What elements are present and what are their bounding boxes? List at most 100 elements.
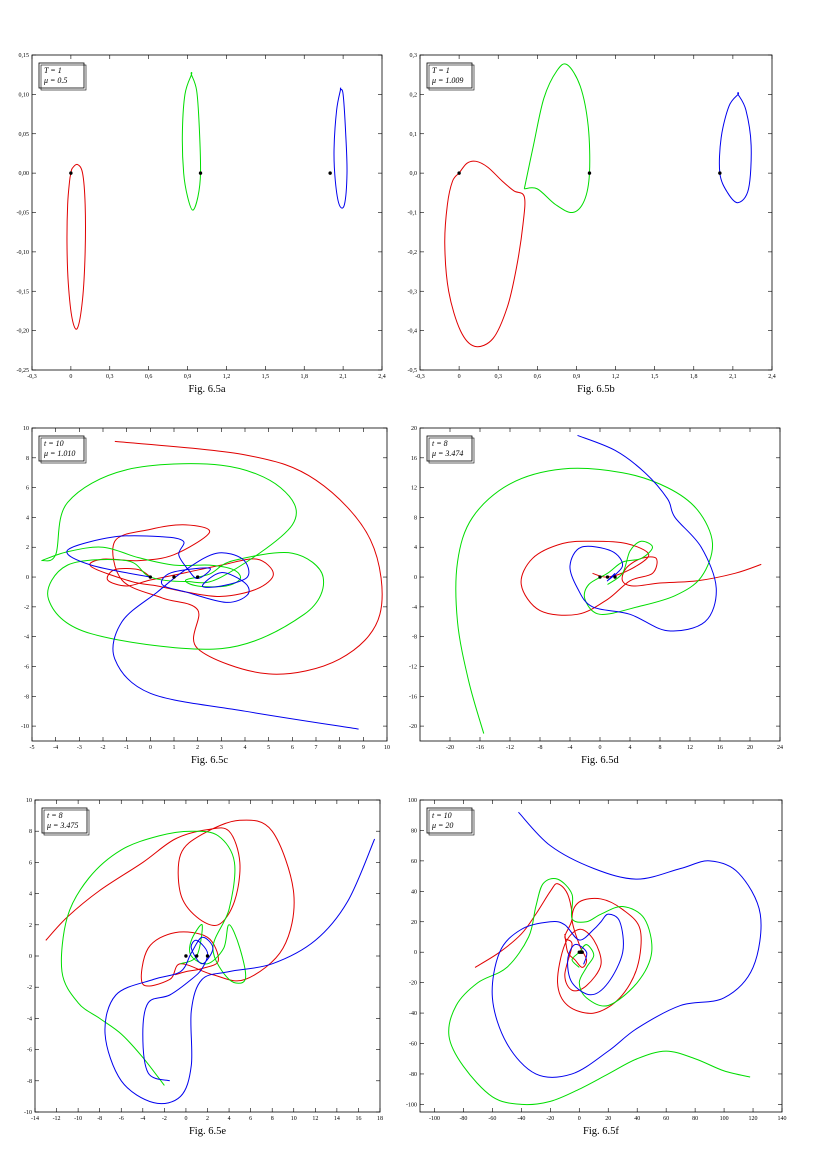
x-tick-label: -8 bbox=[538, 745, 543, 751]
y-tick-label: 0 bbox=[414, 950, 417, 956]
y-tick-label: -10 bbox=[24, 1110, 32, 1116]
trajectory-series-2 bbox=[60, 830, 247, 1086]
x-tick-label: -0,3 bbox=[27, 374, 37, 380]
body-point bbox=[69, 171, 73, 175]
plot-frame bbox=[31, 427, 388, 742]
x-tick-label: 12 bbox=[312, 1116, 318, 1122]
y-tick-label: -0,25 bbox=[17, 368, 30, 374]
chart-panel-6-5e: -14 -12 -10 -8 -6 -4 -2 0 2 4 6 8 10 12 14 16 18 -10 -8 -6 -… bbox=[3, 790, 398, 1147]
figure-caption: Fig. 6.5b bbox=[577, 384, 615, 395]
x-tick-label: -0,3 bbox=[415, 374, 425, 380]
x-tick-label: 14 bbox=[334, 1116, 340, 1122]
trajectory-series-3 bbox=[718, 92, 752, 204]
x-tick-label: 5 bbox=[267, 745, 270, 751]
x-tick-label: 10 bbox=[291, 1116, 297, 1122]
body-point bbox=[718, 171, 722, 175]
body-point bbox=[598, 575, 602, 579]
y-tick-label: 16 bbox=[411, 456, 417, 462]
body-point bbox=[184, 954, 188, 958]
y-tick-label: 0,05 bbox=[19, 132, 30, 138]
legend-label: T = 1 bbox=[44, 66, 62, 75]
y-tick-label: -4 bbox=[27, 1016, 32, 1022]
legend-label: μ = 3.474 bbox=[431, 449, 463, 458]
y-tick-label: -6 bbox=[27, 1048, 32, 1054]
x-tick-label: -80 bbox=[459, 1116, 467, 1122]
body-point bbox=[172, 575, 176, 579]
x-tick-label: 40 bbox=[634, 1116, 640, 1122]
body-point bbox=[198, 171, 203, 175]
y-tick-label: 2 bbox=[26, 545, 29, 551]
x-tick-label: -16 bbox=[476, 745, 484, 751]
plot-svg: -0,3 0 0,3 0,6 0,9 1,2 1,5 1,8 2,1 2,4 -0,5 -0,4 -0,… bbox=[408, 53, 776, 395]
y-tick-label: 100 bbox=[408, 798, 417, 804]
figure-caption: Fig. 6.5e bbox=[189, 1126, 226, 1137]
body-point bbox=[195, 954, 199, 958]
x-tick-label: -12 bbox=[506, 745, 514, 751]
x-tick-label: 12 bbox=[687, 745, 693, 751]
x-tick-label: 6 bbox=[291, 745, 294, 751]
y-tick-label: 2 bbox=[29, 923, 32, 929]
y-tick-label: -6 bbox=[24, 664, 29, 670]
y-tick-label: 40 bbox=[411, 889, 417, 895]
x-tick-label: 1 bbox=[173, 745, 176, 751]
y-tick-label: -4 bbox=[412, 605, 417, 611]
x-tick-label: -5 bbox=[30, 745, 35, 751]
x-tick-label: 1,2 bbox=[612, 374, 620, 380]
y-tick-label: -2 bbox=[27, 985, 32, 991]
trajectory-series-2 bbox=[181, 71, 202, 211]
x-tick-label: 80 bbox=[692, 1116, 698, 1122]
body-point bbox=[580, 950, 584, 954]
y-tick-label: -4 bbox=[24, 635, 29, 641]
x-tick-label: 2,1 bbox=[729, 374, 737, 380]
legend-box: t = 10μ = 1.010 bbox=[38, 435, 87, 464]
y-tick-label: 4 bbox=[26, 515, 29, 521]
y-tick-label: -12 bbox=[409, 664, 417, 670]
x-tick-label: 2,1 bbox=[339, 374, 347, 380]
x-tick-label: -4 bbox=[140, 1116, 145, 1122]
plot-svg: -100 -80 -60 -40 -20 0 20 40 60 80 100 120 140 -100 -8… bbox=[406, 798, 787, 1137]
legend-box: t = 10μ = 20 bbox=[426, 807, 475, 836]
trajectory-series-3 bbox=[104, 838, 376, 1105]
x-tick-label: 2 bbox=[206, 1116, 209, 1122]
trajectory-series-1 bbox=[444, 160, 526, 348]
x-tick-label: 0 bbox=[458, 374, 461, 380]
x-tick-label: 0 bbox=[149, 745, 152, 751]
x-tick-label: -1 bbox=[124, 745, 129, 751]
legend-label: μ = 0.5 bbox=[43, 76, 67, 85]
figure-caption: Fig. 6.5d bbox=[581, 755, 619, 766]
x-tick-label: 2 bbox=[196, 745, 199, 751]
legend-box: t = 8μ = 3.474 bbox=[426, 435, 475, 464]
y-tick-label: -0,10 bbox=[17, 250, 30, 256]
x-tick-label: 0,3 bbox=[106, 374, 114, 380]
x-tick-label: -10 bbox=[74, 1116, 82, 1122]
trajectory-series-1 bbox=[66, 163, 86, 330]
y-tick-label: 8 bbox=[29, 829, 32, 835]
trajectory-series-3 bbox=[66, 535, 359, 730]
x-tick-label: 4 bbox=[629, 745, 632, 751]
y-tick-label: -8 bbox=[412, 635, 417, 641]
x-tick-label: 3 bbox=[220, 745, 223, 751]
x-tick-label: -60 bbox=[488, 1116, 496, 1122]
trajectory-series-3 bbox=[333, 87, 348, 209]
chart-panel-6-5b: -0,3 0 0,3 0,6 0,9 1,2 1,5 1,8 2,1 2,4 -0,5 -0,4 -0,… bbox=[388, 45, 790, 405]
y-tick-label: 0,15 bbox=[19, 53, 30, 59]
x-tick-label: 1,8 bbox=[690, 374, 698, 380]
chart-panel-6-5d: -20 -16 -12 -8 -4 0 4 8 12 16 20 24 -20 -16 -12 -8 -4 0 4 8… bbox=[388, 418, 798, 776]
y-tick-label: 0,3 bbox=[410, 53, 418, 59]
x-tick-label: -4 bbox=[568, 745, 573, 751]
x-tick-label: 0 bbox=[69, 374, 72, 380]
x-tick-label: 6 bbox=[249, 1116, 252, 1122]
figure-caption: Fig. 6.5c bbox=[191, 755, 228, 766]
legend-label: t = 10 bbox=[432, 811, 452, 820]
figure-caption: Fig. 6.5a bbox=[188, 384, 225, 395]
y-tick-label: 6 bbox=[26, 486, 29, 492]
x-tick-label: 0,6 bbox=[145, 374, 153, 380]
x-tick-label: 120 bbox=[749, 1116, 758, 1122]
x-tick-label: 0 bbox=[578, 1116, 581, 1122]
plot-frame bbox=[419, 799, 783, 1113]
trajectory-series-2 bbox=[455, 467, 714, 734]
legend-label: μ = 3.475 bbox=[46, 821, 78, 830]
y-tick-label: -0,4 bbox=[408, 329, 418, 335]
x-tick-label: 10 bbox=[384, 745, 390, 751]
x-tick-label: 0,9 bbox=[573, 374, 581, 380]
